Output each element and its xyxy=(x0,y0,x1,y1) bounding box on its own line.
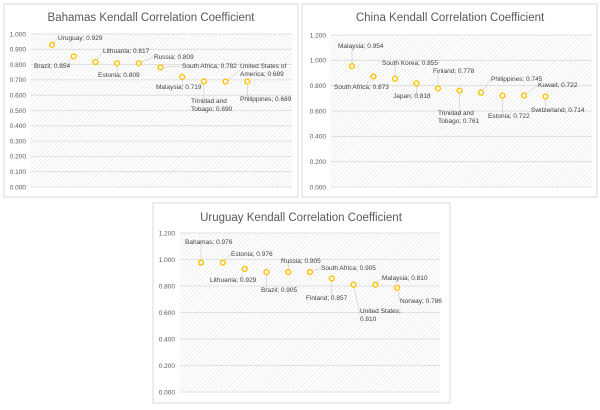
chart-title: Uruguay Kendall Correlation Coefficient xyxy=(200,212,403,224)
data-label: Brazil; 0.905 xyxy=(261,287,298,294)
data-label: Tobago; 0.690 xyxy=(191,106,233,113)
y-tick-label: 0.100 xyxy=(10,169,27,176)
data-label: Japan; 0.818 xyxy=(393,93,431,100)
data-label: Lithuania; 0.929 xyxy=(210,277,257,284)
data-point xyxy=(542,93,549,100)
data-point xyxy=(113,60,121,67)
china-chart: China Kendall Correlation Coefficient 0.… xyxy=(301,3,598,198)
y-tick-label: 1.200 xyxy=(159,230,176,237)
data-point xyxy=(372,281,379,288)
y-tick-label: 1.000 xyxy=(10,31,27,38)
data-label: 0.810 xyxy=(360,316,377,323)
data-label: United States; xyxy=(360,308,401,315)
data-label: Uruguay; 0.929 xyxy=(58,35,103,42)
data-point xyxy=(370,73,377,80)
data-point xyxy=(219,259,226,266)
data-label: Malaysia; 0.810 xyxy=(382,275,428,282)
data-point xyxy=(285,268,292,276)
y-tick-label: 0.400 xyxy=(10,123,27,130)
y-tick-label: 0.600 xyxy=(310,108,327,115)
data-label: South Korea; 0.855 xyxy=(382,60,438,67)
data-label: Trinidad and xyxy=(438,110,474,117)
data-point xyxy=(391,75,399,82)
data-point xyxy=(394,284,401,291)
bahamas-chart: Bahamas Kendall Correlation Coefficient … xyxy=(3,3,299,198)
y-tick-label: 0.800 xyxy=(10,62,27,69)
y-tick-label: 0.300 xyxy=(10,138,27,145)
data-label: Norway; 0.786 xyxy=(400,298,442,305)
data-point xyxy=(456,87,463,94)
data-label: Kuwait; 0.722 xyxy=(538,82,578,89)
leader-line xyxy=(353,284,361,316)
leader-line xyxy=(160,65,183,68)
y-tick-label: 0.900 xyxy=(10,47,27,54)
data-point xyxy=(222,78,229,85)
data-label: South Africa; 0.782 xyxy=(182,63,237,70)
y-tick-label: 0.200 xyxy=(159,363,176,370)
data-point xyxy=(135,60,142,67)
y-tick-label: 0.700 xyxy=(10,77,27,84)
data-label: Tobago; 0.761 xyxy=(438,118,480,125)
data-point xyxy=(70,53,77,60)
data-point xyxy=(350,281,357,288)
data-point xyxy=(244,78,251,85)
data-label: Trinidad and xyxy=(191,98,227,105)
data-label: America; 0.689 xyxy=(240,71,284,78)
data-label: Estonia; 0.809 xyxy=(98,72,140,79)
y-tick-label: 0.800 xyxy=(310,83,327,90)
data-label: Brazil; 0.854 xyxy=(34,63,71,70)
data-label: Philippines; 0.689 xyxy=(240,96,292,103)
data-label: Malaysia; 0.719 xyxy=(156,84,202,91)
y-tick-label: 0.000 xyxy=(159,389,176,396)
uruguay-chart: Uruguay Kendall Correlation Coefficient … xyxy=(152,202,451,404)
data-label: Estonia; 0.976 xyxy=(231,251,273,258)
y-tick-label: 0.400 xyxy=(159,336,176,343)
data-point xyxy=(348,63,356,70)
data-point xyxy=(241,265,248,273)
data-point xyxy=(434,85,442,92)
data-point xyxy=(200,78,208,85)
y-tick-label: 0.600 xyxy=(159,310,176,317)
data-point xyxy=(413,80,420,87)
data-point xyxy=(197,259,205,266)
data-label: Switzerland; 0.714 xyxy=(531,107,585,114)
data-label: South Africa; 0.905 xyxy=(321,265,376,272)
data-point xyxy=(477,89,485,96)
data-label: Estonia; 0.722 xyxy=(488,113,530,120)
chart-title: China Kendall Correlation Coefficient xyxy=(356,12,545,24)
y-tick-label: 0.800 xyxy=(159,283,176,290)
data-point xyxy=(48,41,56,48)
data-label: United States of xyxy=(240,63,286,70)
data-label: South Africa; 0.873 xyxy=(334,84,389,91)
data-label: Finland; 0.857 xyxy=(306,295,348,302)
data-point xyxy=(328,275,335,282)
data-label: Russia; 0.905 xyxy=(281,258,321,265)
data-label: Lithuania; 0.817 xyxy=(103,48,150,55)
data-point xyxy=(263,268,270,276)
data-point xyxy=(306,268,314,276)
data-point xyxy=(157,64,164,71)
data-point xyxy=(179,73,186,81)
data-label: Finland; 0.778 xyxy=(433,68,475,75)
y-tick-label: 1.000 xyxy=(159,257,176,264)
data-point xyxy=(499,92,506,99)
chart-title: Bahamas Kendall Correlation Coefficient xyxy=(48,12,256,24)
data-label: Bahamas; 0.976 xyxy=(185,239,233,246)
y-tick-label: 0.000 xyxy=(10,184,27,191)
y-tick-label: 0.400 xyxy=(310,134,327,141)
data-label: Russia; 0.809 xyxy=(154,54,194,61)
y-tick-label: 0.600 xyxy=(10,93,27,100)
y-tick-label: 0.200 xyxy=(10,154,27,161)
y-tick-label: 0.200 xyxy=(310,159,327,166)
y-tick-label: 1.000 xyxy=(310,58,327,65)
y-tick-label: 1.200 xyxy=(310,32,327,39)
y-tick-label: 0.000 xyxy=(310,184,327,191)
y-tick-label: 0.500 xyxy=(10,108,27,115)
data-label: Malaysia; 0.954 xyxy=(338,43,384,50)
data-label: Philippines; 0.745 xyxy=(491,76,543,83)
data-point xyxy=(520,92,528,99)
data-point xyxy=(92,58,99,66)
